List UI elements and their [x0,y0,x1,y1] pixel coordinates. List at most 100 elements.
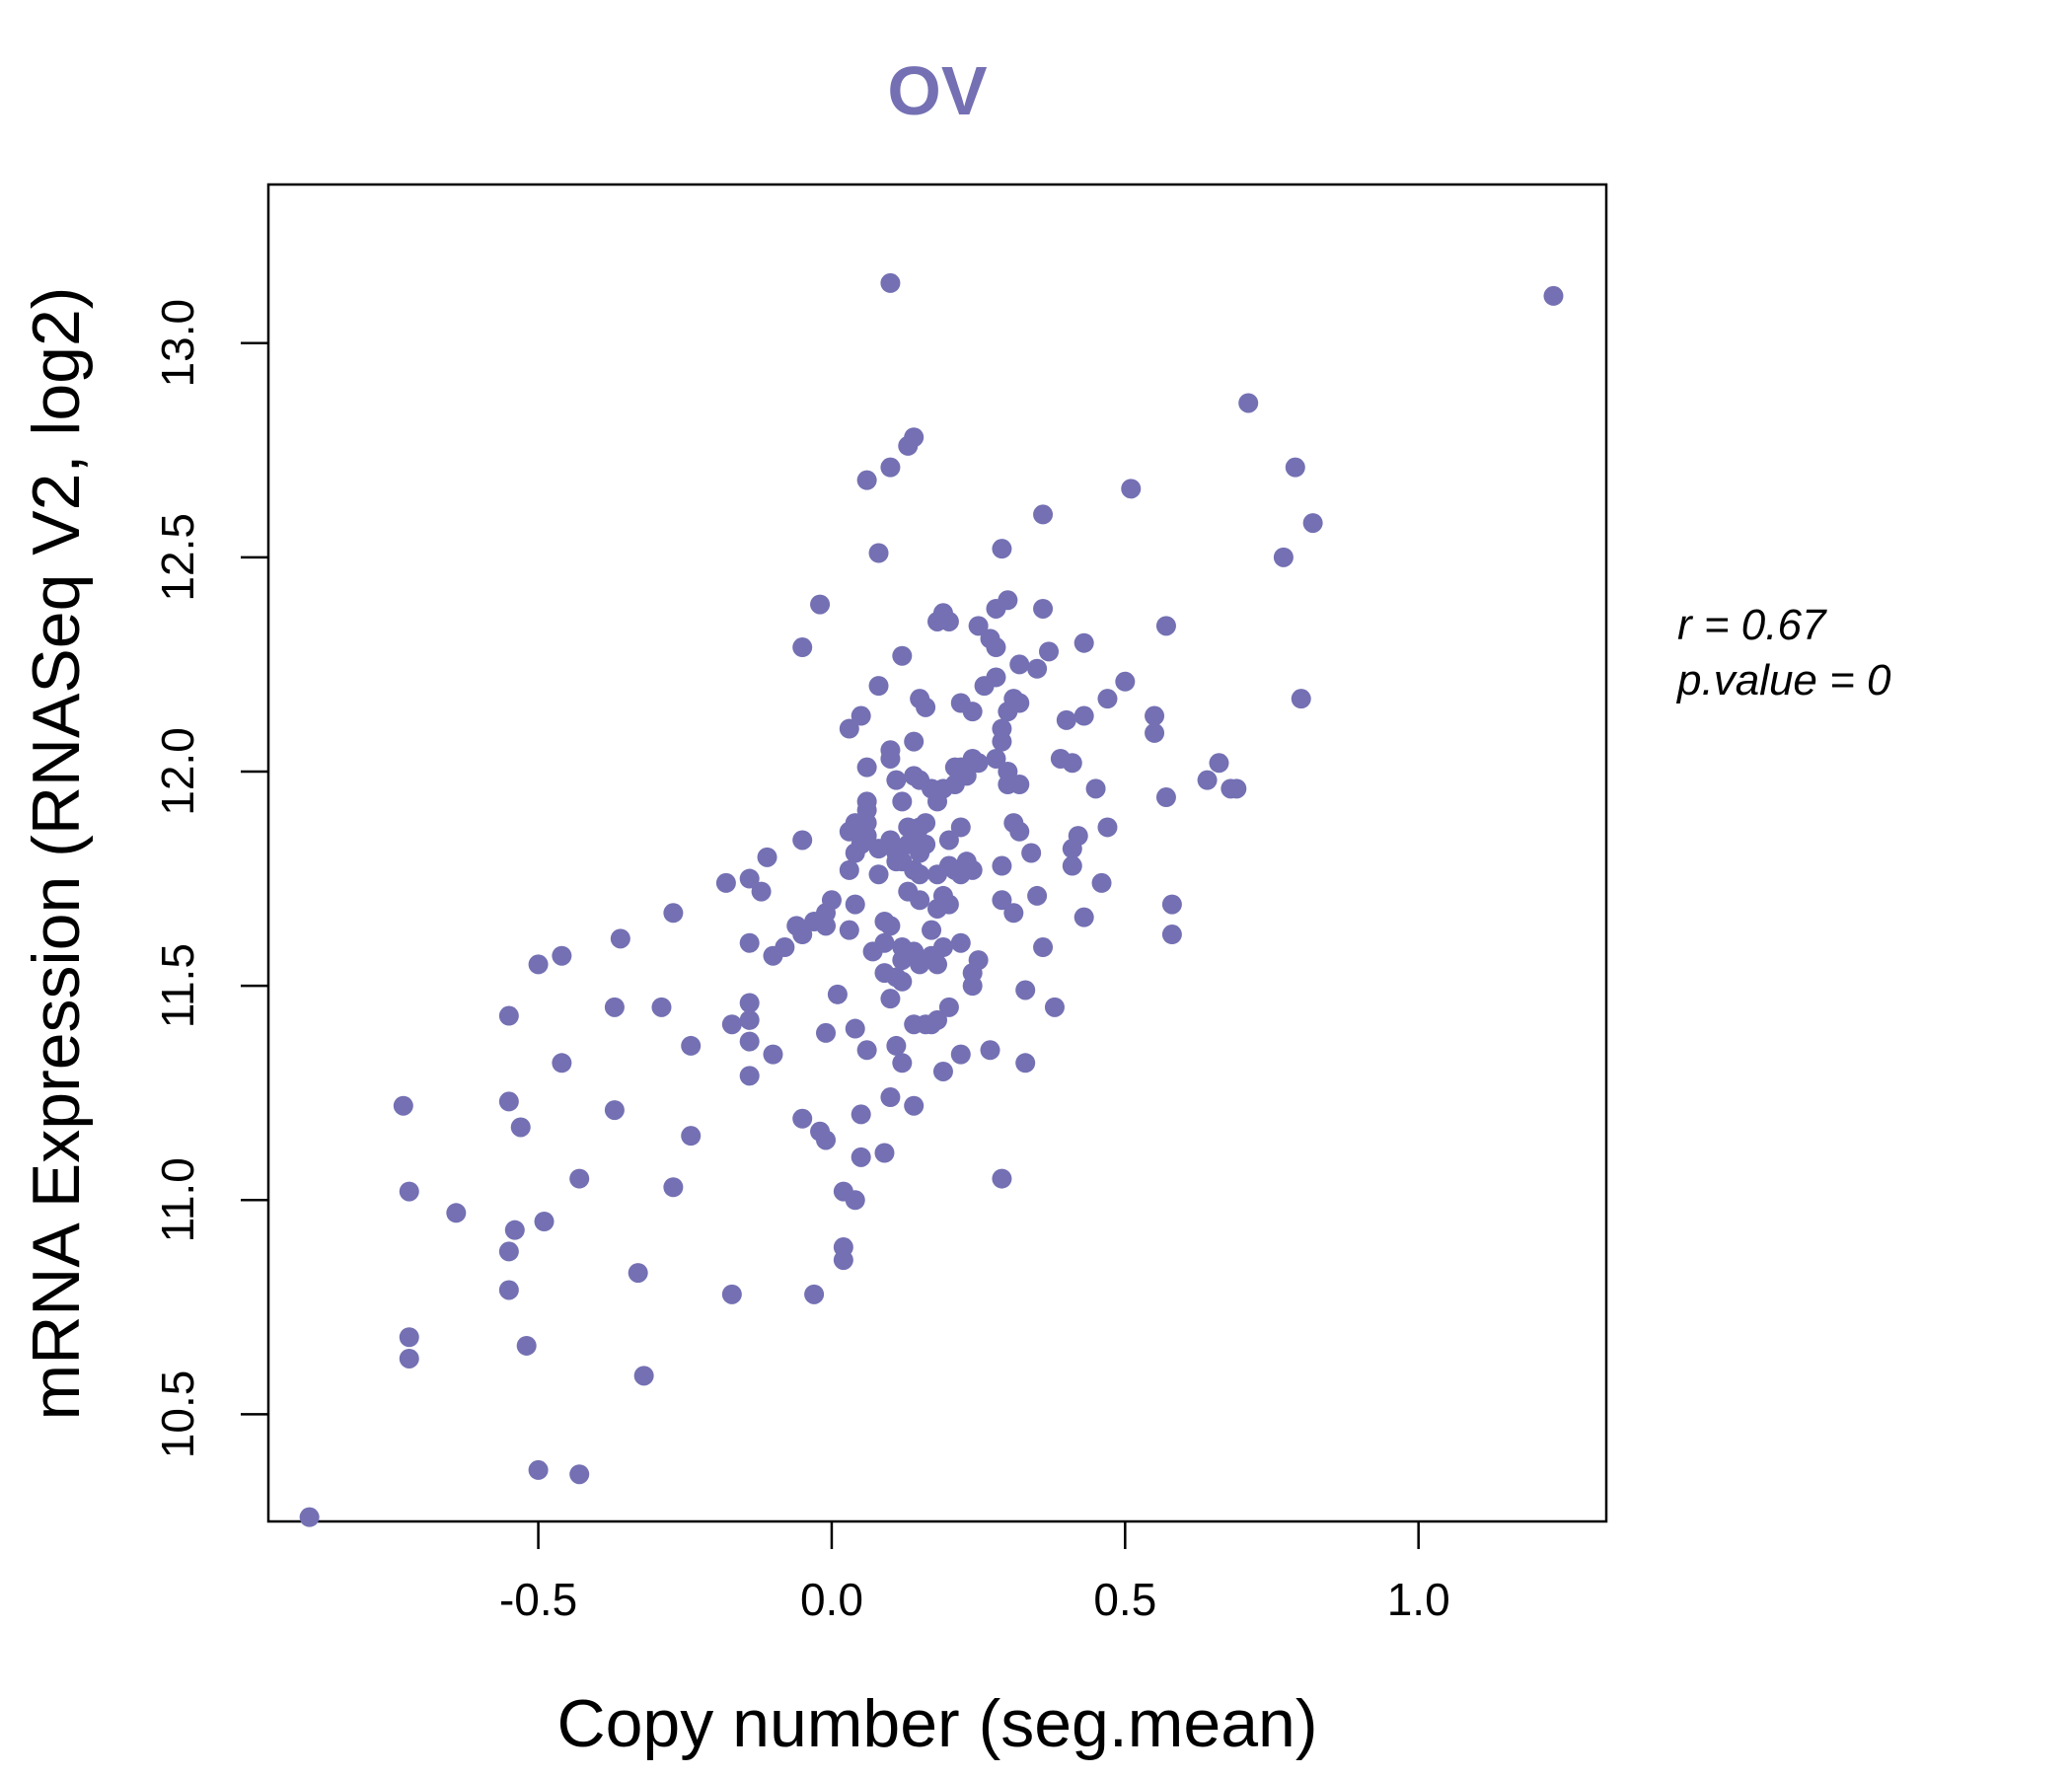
scatter-point [1033,937,1054,958]
scatter-point [992,890,1012,911]
scatter-point [845,1190,865,1211]
scatter-point [916,834,936,854]
scatter-point [516,1335,537,1356]
scatter-point [950,932,971,953]
scatter-point [498,1241,519,1262]
scatter-point [751,881,772,902]
scatter-point [792,925,813,945]
scatter-point [839,718,859,739]
scatter-point [1155,616,1176,636]
scatter-point [528,1459,549,1480]
scatter-point [399,1181,419,1202]
scatter-point [904,1095,925,1116]
scatter-point [1145,705,1165,726]
scatter-point [962,702,983,722]
scatter-point [651,997,672,1017]
x-tick-label: 0.0 [800,1574,863,1625]
scatter-point [856,1040,877,1061]
scatter-point [504,1220,525,1240]
scatter-point [739,1066,760,1086]
scatter-point [399,1327,419,1348]
scatter-point [816,1130,836,1150]
scatter-point [868,864,889,885]
scatter-point [1009,775,1030,795]
scatter-point [739,932,760,953]
scatter-point [681,1035,702,1056]
scatter-point [880,457,901,478]
scatter-point [569,1464,590,1485]
scatter-point [992,539,1012,559]
scatter-point [839,859,859,880]
scatter-point [739,1009,760,1030]
scatter-point [892,791,913,812]
scatter-point [986,637,1006,658]
scatter-point [851,1147,871,1167]
scatter-point [1062,753,1082,774]
scatter-point [1062,855,1082,876]
scatter-point [845,894,865,915]
y-tick-label: 11.5 [152,943,203,1028]
scatter-point [628,1263,648,1284]
scatter-point [446,1203,467,1223]
scatter-point [932,937,953,958]
scatter-point [927,954,947,975]
scatter-point [1021,843,1042,863]
y-tick-label: 11.0 [152,1157,203,1242]
scatter-point [510,1117,531,1138]
scatter-point [804,1284,825,1304]
scatter-point [1039,641,1059,662]
scatter-point [1097,817,1118,838]
scatter-point [1238,393,1259,413]
scatter-point [810,594,831,615]
scatter-point [1226,778,1247,799]
scatter-point [721,1014,742,1035]
scatter-point [1015,1053,1036,1073]
scatter-point [992,1168,1012,1189]
scatter-point [1073,705,1094,726]
scatter-point [633,1366,654,1386]
x-axis-label: Copy number (seg.mean) [556,1686,1317,1761]
scatter-point [880,740,901,761]
scatter-point [1155,787,1176,808]
x-tick-label: -0.5 [499,1574,577,1625]
scatter-point [932,1061,953,1081]
data-points [299,272,1564,1527]
scatter-point [874,1143,895,1163]
scatter-point [839,920,859,940]
scatter-point [968,616,989,636]
scatter-point [1197,770,1218,790]
scatter-point [792,637,813,658]
scatter-point [962,976,983,997]
scatter-point [1161,894,1182,915]
scatter-point [950,1044,971,1065]
y-tick-label: 13.0 [152,299,203,388]
scatter-point [904,427,925,448]
scatter-point [739,993,760,1013]
scatter-point [1073,632,1094,653]
scatter-point [922,920,942,940]
scatter-point [534,1211,555,1231]
scatter-point [1115,671,1136,692]
scatter-point [880,272,901,293]
scatter-point [792,1108,813,1129]
scatter-point [1009,821,1030,842]
y-tick-label: 10.5 [152,1370,203,1459]
scatter-point [1033,598,1054,619]
scatter-point [1068,826,1088,847]
plot-frame [266,183,1608,1523]
scatter-point [775,937,795,958]
scatter-point [1091,872,1112,893]
scatter-point [950,817,971,838]
scatter-point [1145,722,1165,743]
scatter-point [1009,693,1030,713]
scatter-point [1073,907,1094,927]
scatter-point [938,611,959,631]
scatter-point [868,543,889,563]
scatter-point [892,645,913,666]
x-tick-label: 1.0 [1387,1574,1450,1625]
scatter-point [833,1250,853,1271]
scatter-point [856,470,877,490]
scatter-point [856,757,877,777]
scatter-point [938,894,959,915]
scatter-point [1056,709,1076,730]
